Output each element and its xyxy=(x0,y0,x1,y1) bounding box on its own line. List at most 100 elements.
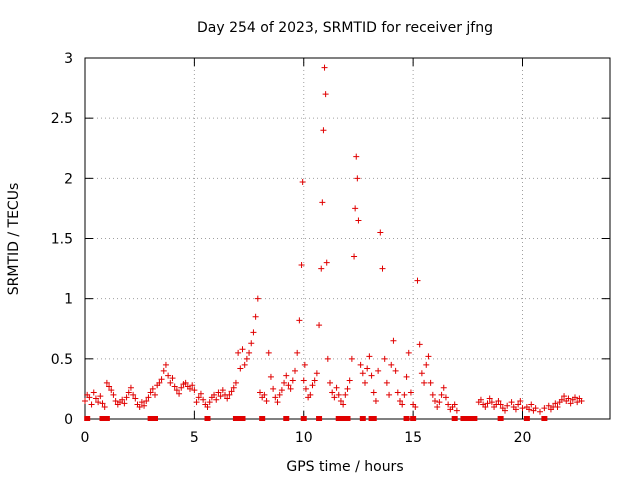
x-tick-label: 20 xyxy=(514,430,532,446)
data-point xyxy=(239,346,246,353)
y-tick-label: 0.5 xyxy=(51,352,73,368)
data-point xyxy=(158,376,165,383)
data-point xyxy=(241,361,248,368)
data-point-zero xyxy=(471,416,478,421)
data-point xyxy=(403,373,410,380)
data-point xyxy=(416,341,423,348)
grid xyxy=(85,58,610,419)
data-point xyxy=(558,396,565,403)
data-point xyxy=(320,127,327,134)
data-point xyxy=(517,397,524,404)
data-point xyxy=(127,384,134,391)
data-point xyxy=(346,377,353,384)
y-tick-label: 1.5 xyxy=(51,232,73,248)
data-point xyxy=(123,394,130,401)
data-point xyxy=(574,399,581,406)
data-point xyxy=(333,384,340,391)
data-point xyxy=(235,349,242,356)
data-point xyxy=(348,355,355,362)
data-point xyxy=(294,349,301,356)
data-point xyxy=(267,373,274,380)
y-tick-label: 3 xyxy=(64,51,73,67)
data-point-zero xyxy=(283,416,290,421)
data-point xyxy=(125,389,132,396)
data-point xyxy=(397,397,403,404)
x-axis-label: GPS time / hours xyxy=(286,459,403,475)
data-point-zero xyxy=(99,416,106,421)
data-point xyxy=(502,407,508,414)
data-point-zero xyxy=(370,416,377,421)
data-point xyxy=(386,391,393,398)
data-point xyxy=(412,403,419,410)
data-point xyxy=(421,379,428,386)
y-axis-ticks: 0 0.5 1 1.5 2 2.5 3 xyxy=(51,51,610,428)
y-tick-label: 2 xyxy=(64,171,73,187)
x-tick-label: 0 xyxy=(81,430,90,446)
data-point xyxy=(108,387,115,394)
data-point xyxy=(197,390,204,397)
data-point xyxy=(545,402,552,409)
data-point xyxy=(359,370,366,377)
data-point xyxy=(370,389,377,396)
data-point xyxy=(309,382,316,389)
data-point xyxy=(335,391,342,398)
data-point xyxy=(377,229,384,236)
data-point xyxy=(432,397,438,404)
data-point xyxy=(274,399,281,406)
data-point xyxy=(440,384,447,391)
data-point xyxy=(429,391,436,398)
data-point-zero xyxy=(344,416,351,421)
data-point xyxy=(285,382,292,389)
data-point xyxy=(313,370,320,377)
data-point xyxy=(88,401,95,408)
data-point xyxy=(119,396,126,403)
data-point xyxy=(329,389,336,396)
data-point xyxy=(486,395,493,402)
data-point xyxy=(206,399,213,406)
data-point xyxy=(230,384,237,391)
data-point xyxy=(257,389,263,396)
data-point xyxy=(565,395,572,402)
data-point xyxy=(189,382,196,389)
data-point xyxy=(193,399,200,406)
data-point xyxy=(149,385,156,392)
y-axis-label: SRMTID / TECUs xyxy=(6,183,22,296)
data-point xyxy=(299,178,306,185)
data-point xyxy=(316,322,323,329)
data-point xyxy=(482,403,489,410)
data-point-zero xyxy=(204,416,211,421)
data-point xyxy=(423,361,430,368)
data-point xyxy=(169,375,176,382)
data-point xyxy=(90,389,97,396)
data-point xyxy=(106,383,113,390)
data-point-zero xyxy=(403,416,410,421)
data-point xyxy=(445,401,452,408)
data-point xyxy=(477,396,484,403)
data-point xyxy=(322,91,329,98)
data-point xyxy=(204,403,211,410)
data-point xyxy=(278,387,285,394)
data-point xyxy=(187,385,193,392)
data-point xyxy=(213,396,220,403)
data-point-zero xyxy=(410,416,417,421)
data-point xyxy=(451,401,458,408)
data-point xyxy=(357,361,364,368)
data-point xyxy=(162,361,169,368)
data-point xyxy=(418,370,425,377)
data-point xyxy=(110,391,117,398)
data-point xyxy=(366,353,373,360)
data-point xyxy=(301,361,308,368)
data-point xyxy=(414,277,421,284)
data-point xyxy=(442,394,449,401)
data-point xyxy=(512,406,519,413)
data-point xyxy=(178,384,185,391)
data-point xyxy=(250,329,257,336)
data-point xyxy=(95,399,102,406)
data-point xyxy=(352,205,359,212)
data-point xyxy=(191,387,198,394)
data-point xyxy=(504,402,511,409)
data-point xyxy=(537,408,543,415)
data-point xyxy=(392,367,399,374)
data-point xyxy=(307,391,314,398)
data-point xyxy=(528,401,535,408)
